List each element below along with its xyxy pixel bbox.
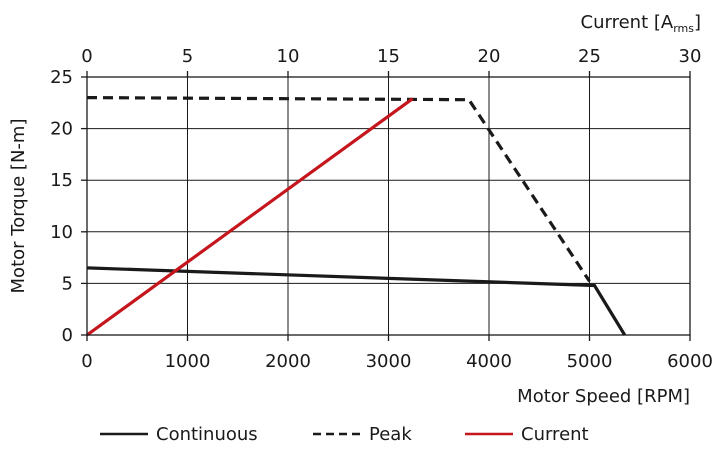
top-x-tick-label: 30	[679, 46, 702, 67]
legend-label-current: Current	[521, 424, 589, 445]
series-line-current	[86, 97, 414, 337]
y-tick-label: 0	[62, 325, 73, 346]
x-tick-label: 6000	[667, 351, 713, 372]
x-tick-label: 4000	[466, 351, 512, 372]
legend: Continuous Peak Current	[100, 424, 589, 445]
x-tick-label: 1000	[165, 351, 211, 372]
y-tick-label: 20	[50, 119, 73, 140]
top-x-axis-title-subscript: rms	[673, 22, 694, 35]
top-x-tick-label: 5	[182, 46, 193, 67]
series-layer	[86, 96, 627, 337]
legend-label-continuous: Continuous	[156, 424, 258, 445]
y-tick-label: 5	[62, 273, 73, 294]
y-axis-title: Motor Torque [N-m]	[8, 119, 29, 294]
y-axis: 0 5 10 15 20 25	[50, 67, 87, 346]
x-tick-label: 3000	[366, 351, 412, 372]
y-tick-label: 15	[50, 170, 73, 191]
top-x-axis-title-end: ]	[694, 12, 701, 33]
series-line-peak	[86, 96, 591, 283]
series-line-continuous	[86, 266, 627, 336]
legend-label-peak: Peak	[369, 424, 412, 445]
top-x-tick-label: 0	[81, 46, 92, 67]
top-x-axis-title: Current [Arms]	[581, 12, 701, 35]
top-x-tick-label: 15	[377, 46, 400, 67]
x-tick-label: 2000	[265, 351, 311, 372]
y-tick-label: 10	[50, 222, 73, 243]
x-axis: 0 1000 2000 3000 4000 5000 6000	[81, 335, 713, 372]
x-tick-label: 5000	[567, 351, 613, 372]
x-axis-title: Motor Speed [RPM]	[517, 386, 690, 407]
y-tick-label: 25	[50, 67, 73, 88]
top-x-tick-label: 10	[277, 46, 300, 67]
x-tick-label: 0	[81, 351, 92, 372]
top-x-axis: 0 5 10 15 20 25 30	[81, 46, 701, 77]
top-x-tick-label: 25	[578, 46, 601, 67]
top-x-tick-label: 20	[478, 46, 501, 67]
top-x-axis-title-main: Current [A	[581, 12, 674, 33]
